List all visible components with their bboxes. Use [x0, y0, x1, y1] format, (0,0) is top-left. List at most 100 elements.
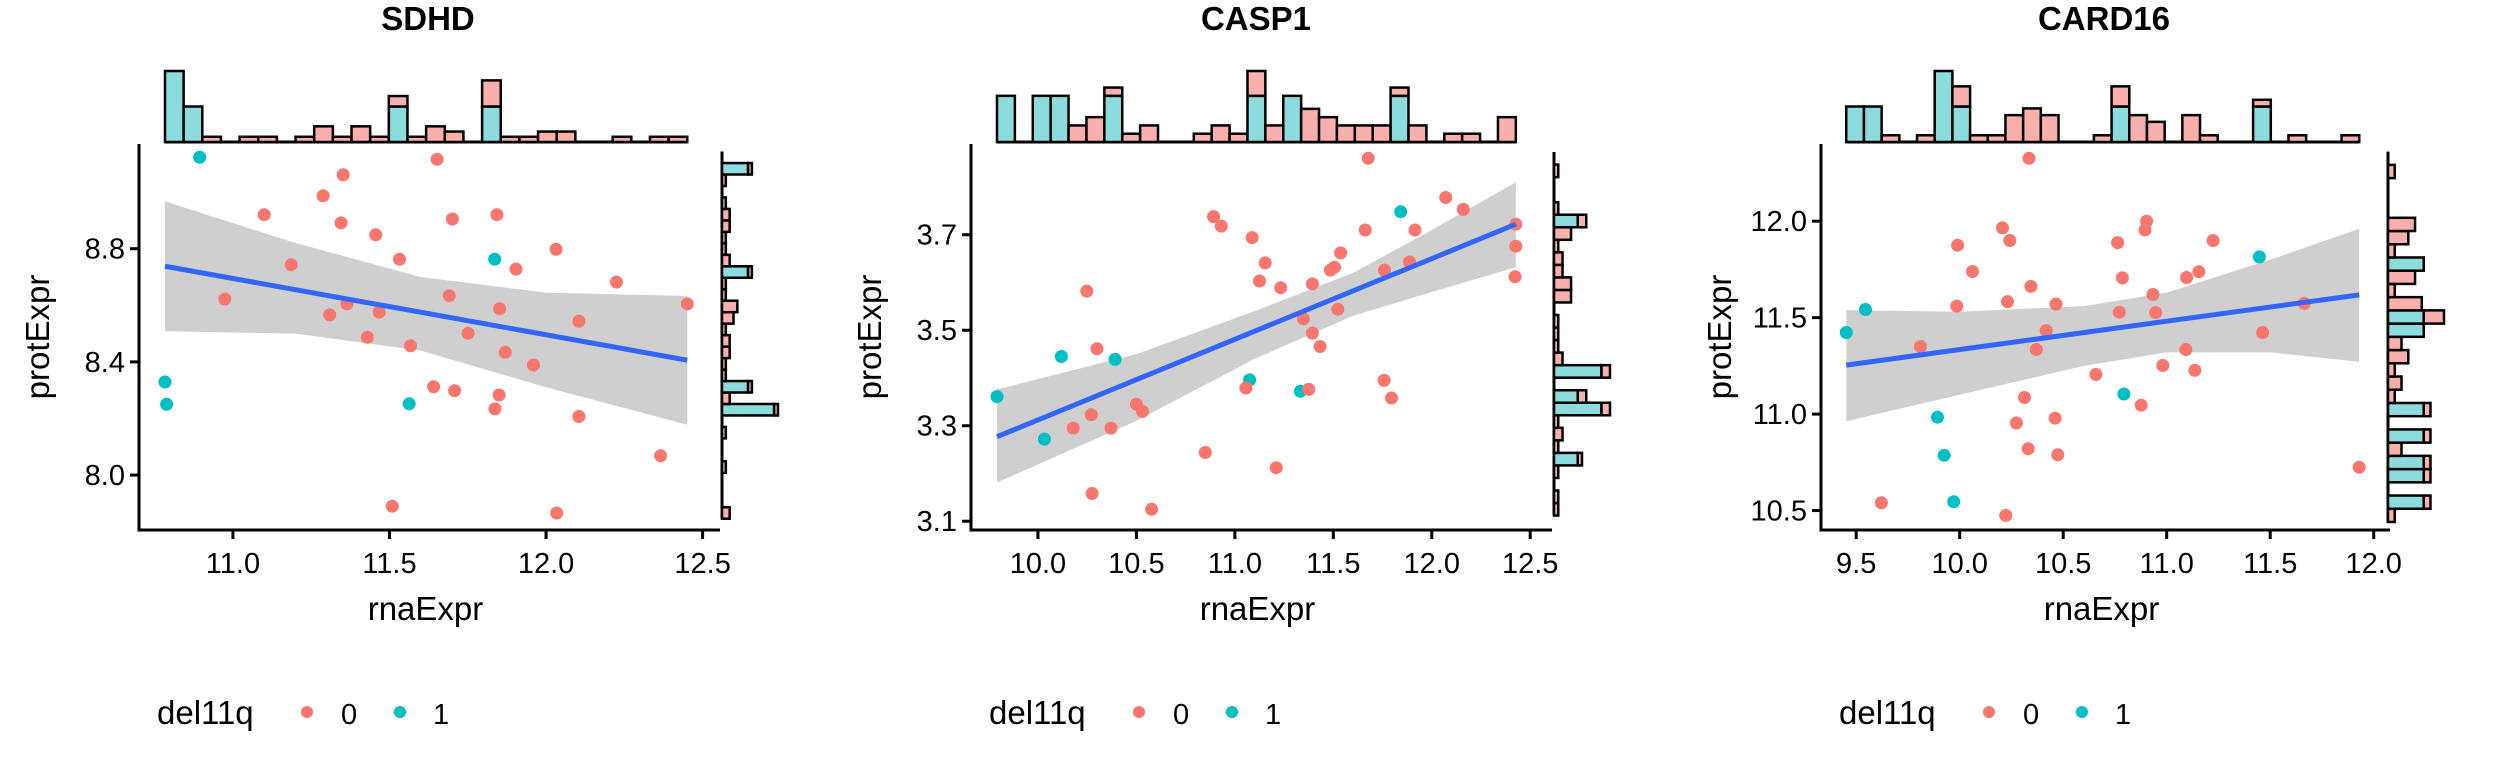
scatter-point-group-0 [2179, 343, 2193, 356]
scatter-point-group-0 [404, 339, 417, 353]
scatter-point-group-0 [1508, 270, 1522, 284]
top-hist-bar-group-0 [1443, 132, 1464, 144]
top-hist-bar-group-1 [1031, 94, 1052, 144]
scatter-point-group-0 [1951, 238, 1965, 252]
regression-line-segment [996, 221, 1517, 440]
scatter-point-group-0 [527, 358, 540, 372]
scatter-point-group-0 [369, 228, 383, 242]
right-hist-bar-group-0 [2386, 362, 2397, 378]
scatter-point-group-0 [1145, 502, 1159, 516]
y-tick-label: 8.0 [85, 460, 125, 492]
legend-key-0 [1133, 706, 1145, 718]
right-hist-bar-group-0 [2386, 282, 2397, 299]
top-marginal-histogram [1845, 69, 2361, 144]
scatter-point-group-0 [2180, 271, 2194, 284]
top-hist-bar-group-0 [443, 130, 465, 144]
top-hist-bar-group-1 [480, 105, 502, 144]
x-tick-label: 11.5 [362, 548, 416, 580]
top-hist-bar-group-0 [2340, 134, 2361, 144]
top-hist-bar-group-0 [201, 135, 223, 144]
right-hist-bar-group-0 [720, 230, 728, 245]
right-hist-bar-group-0 [1552, 501, 1560, 517]
scatter-point-group-0 [1198, 446, 1212, 459]
regression-line-segment [1845, 292, 2360, 368]
scatter-point-group-0 [490, 208, 504, 222]
right-hist-bar-group-0 [720, 368, 728, 383]
scatter-point-group-0 [2112, 305, 2126, 319]
right-hist-bar-group-0 [1552, 251, 1564, 267]
confidence-band-area [1846, 228, 2360, 422]
right-hist-bar-group-0 [720, 219, 731, 234]
top-hist-bar-group-0 [1067, 124, 1088, 144]
scatter-point-group-0 [2001, 295, 2014, 309]
right-hist-bar-group-0 [720, 356, 728, 371]
top-hist-bar-group-0 [555, 130, 577, 144]
scatter-point-group-0 [1996, 221, 2009, 235]
right-hist-bar-group-0 [2386, 348, 2410, 365]
right-hist-bar-group-0 [1552, 414, 1560, 430]
scatter-point-group-0 [2051, 448, 2065, 462]
top-hist-bar-group-0 [1317, 115, 1339, 144]
y-tick-label: 8.8 [85, 234, 125, 266]
scatter-point-group-0 [2018, 391, 2031, 404]
axes [137, 144, 720, 532]
scatter-point-group-0 [2188, 363, 2202, 377]
top-hist-bar-group-0 [1120, 132, 1142, 144]
right-hist-bar-group-0 [2386, 375, 2403, 391]
scatter-point-group-0 [257, 208, 271, 222]
top-hist-bar-group-0 [1353, 124, 1374, 144]
scatter-point-group-0 [2156, 359, 2170, 372]
y-axis-title: protExpr [19, 275, 56, 400]
regression-line-segment [164, 263, 688, 363]
scatter-point-group-0 [1328, 260, 1341, 274]
regression-line [164, 263, 688, 363]
scatter-point-group-0 [1305, 326, 1319, 340]
top-hist-bar-group-0 [2181, 113, 2202, 144]
right-hist-bar-group-0 [1552, 238, 1560, 254]
scatter-point-group-0 [2003, 234, 2017, 247]
scatter-point-group-1 [1937, 448, 1951, 462]
scatter-point-group-1 [193, 150, 207, 164]
scatter-point-group-0 [1296, 312, 1310, 326]
legend: del11q 0 1 [1839, 694, 2131, 731]
scatter-point-group-0 [1245, 231, 1259, 245]
top-hist-bar-group-0 [312, 125, 335, 144]
scatter-point-group-0 [1080, 284, 1094, 298]
scatter-point-group-0 [2352, 460, 2366, 474]
right-hist-bar-group-0 [2422, 467, 2432, 484]
right-hist-bar-group-0 [720, 460, 728, 475]
scatter-point-group-0 [1214, 219, 1228, 233]
top-hist-bar-group-0 [238, 135, 260, 144]
scatter-point-group-0 [1207, 210, 1221, 224]
scatter-point-group-0 [1334, 246, 1348, 260]
panel-card16: CARD16 9.5 10.0 10.5 11.0 11.5 12.0 10.511.01… [1701, 0, 2446, 731]
right-hist-bar-group-0 [2422, 401, 2432, 418]
scatter-point-group-0 [430, 152, 444, 166]
top-hist-bar-group-1 [2110, 105, 2131, 144]
regression-line [1845, 292, 2360, 368]
right-hist-bar-group-0 [2386, 216, 2417, 233]
x-tick-label: 11.0 [1208, 548, 1262, 580]
right-hist-bar-group-0 [772, 402, 780, 417]
right-hist-bar-group-0 [1552, 163, 1560, 179]
legend-key-1 [394, 706, 406, 718]
scatter-point-group-0 [1999, 508, 2013, 522]
panel-title: CASP1 [1201, 0, 1311, 37]
top-hist-bar-group-0 [406, 135, 428, 144]
scatter-point-group-0 [1378, 263, 1391, 277]
legend-label-0: 0 [341, 699, 357, 731]
top-hist-bar-group-1 [1282, 94, 1303, 144]
x-axis-ticks: 10.0 10.5 11.0 11.5 12.0 12.5 [1010, 530, 1558, 580]
legend-label-1: 1 [1265, 699, 1281, 731]
top-hist-bar-group-0 [368, 135, 391, 144]
scatter-point-group-0 [654, 449, 668, 463]
scatter-point-group-0 [2149, 306, 2163, 320]
top-hist-bar-group-0 [257, 135, 279, 144]
scatter-point-group-1 [488, 252, 502, 266]
top-hist-bar-group-0 [499, 135, 521, 144]
right-hist-bar-group-1 [2386, 256, 2425, 272]
top-hist-bar-group-0 [424, 125, 447, 144]
top-hist-bar-group-0 [1192, 132, 1213, 144]
scatter-point-group-0 [1305, 277, 1319, 291]
top-hist-bar-group-1 [2251, 105, 2273, 144]
